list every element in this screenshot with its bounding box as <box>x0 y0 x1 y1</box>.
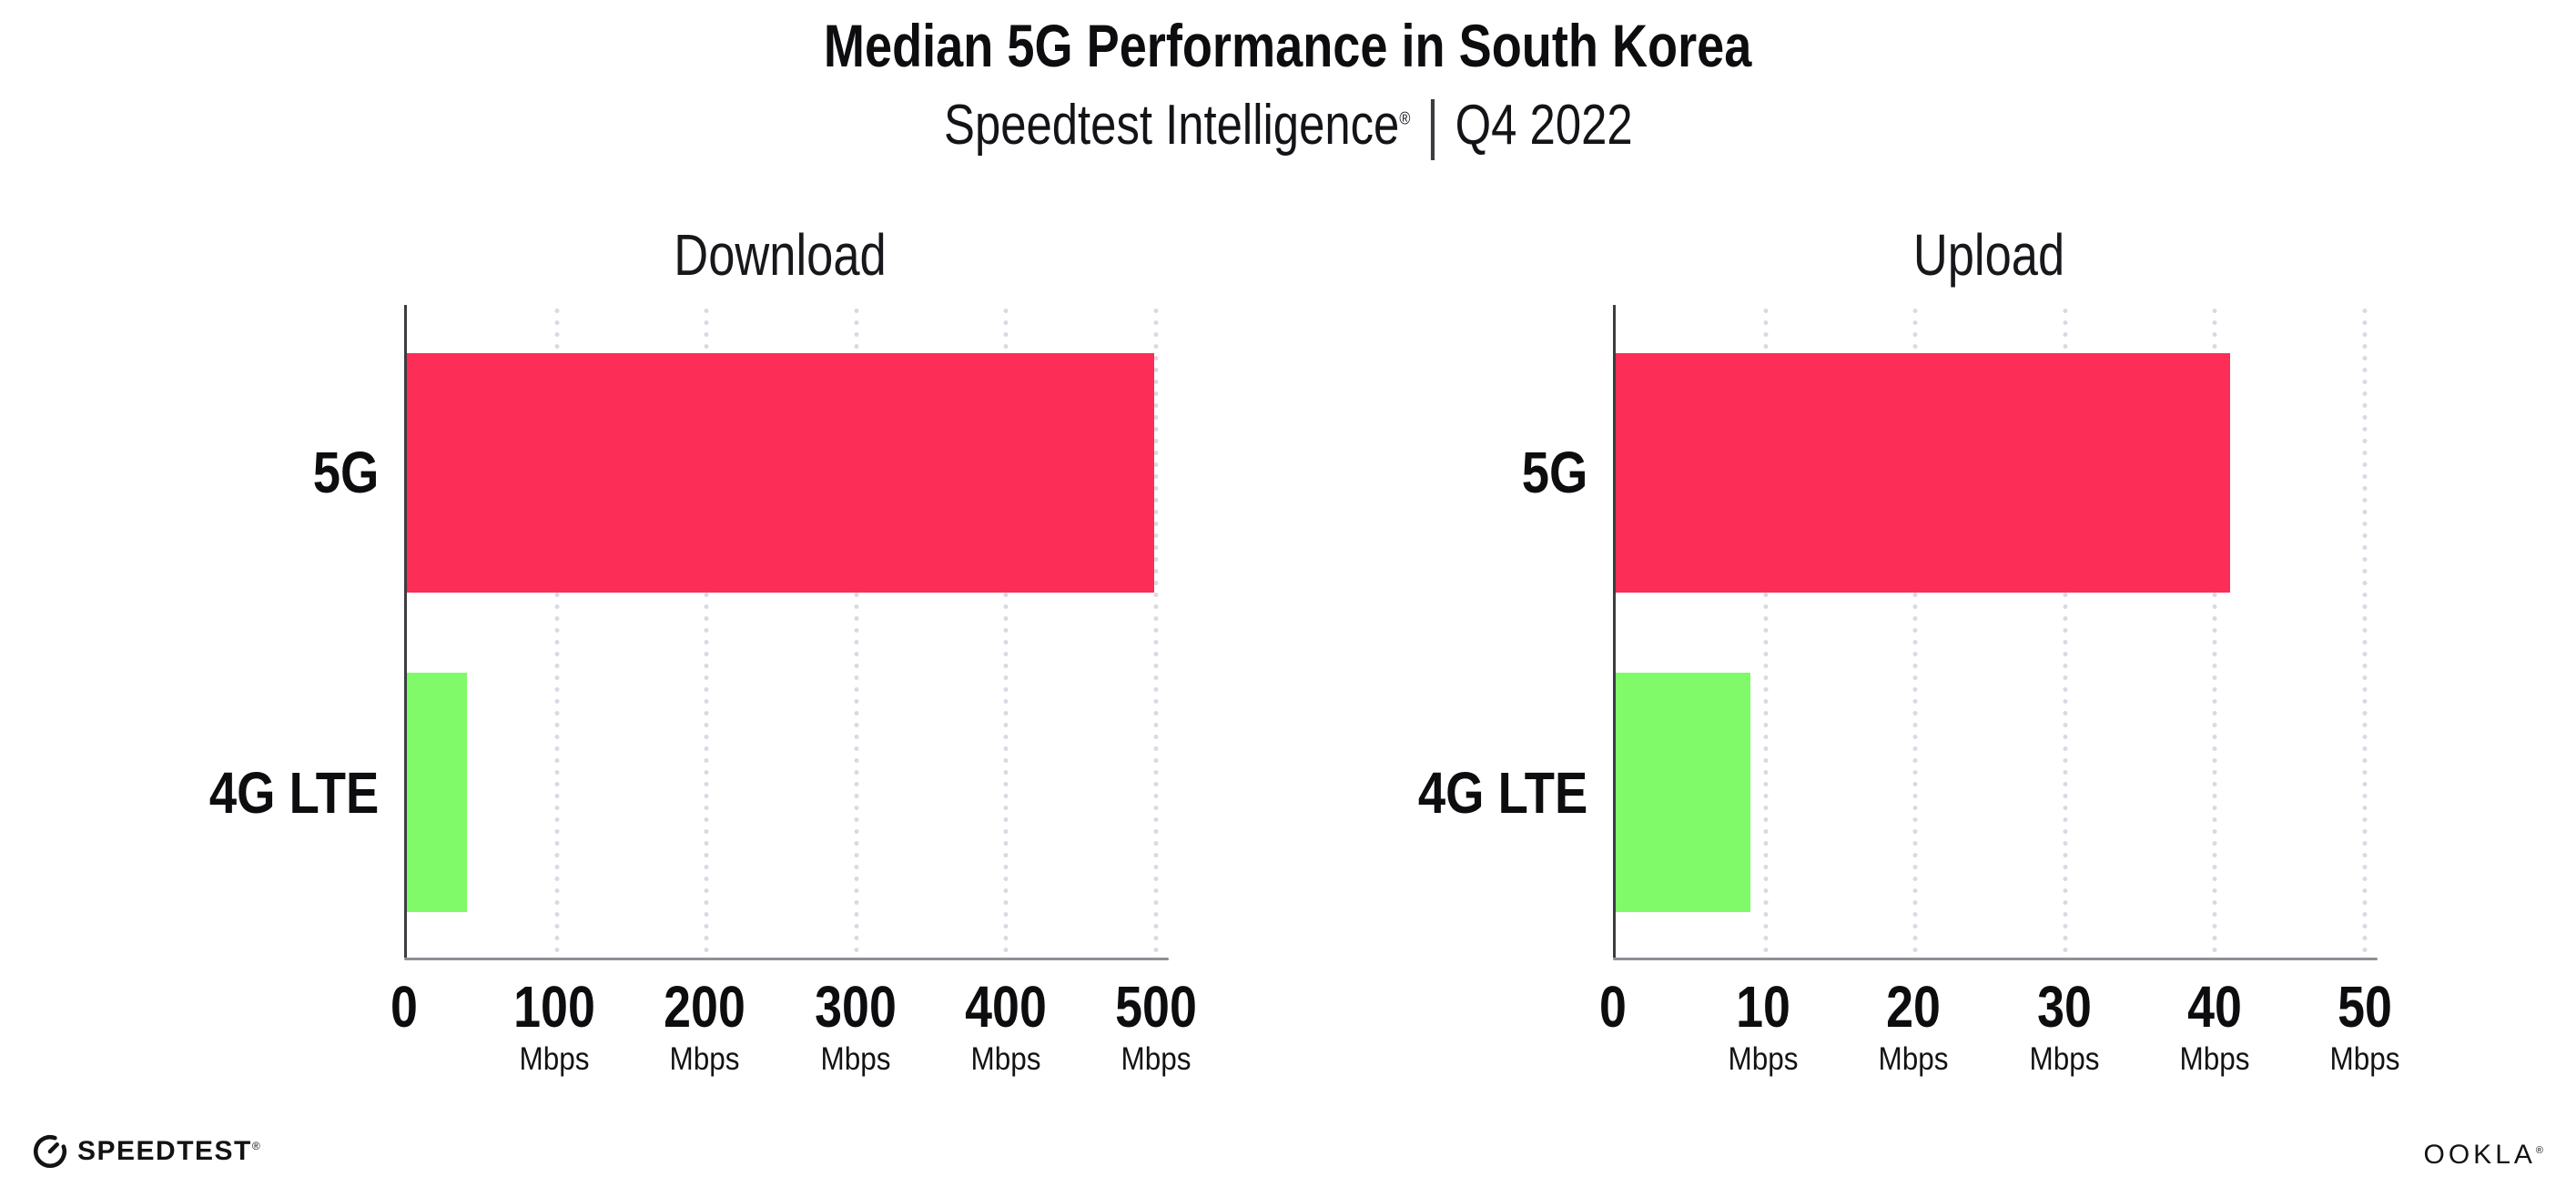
x-tick-0: 0 <box>1597 978 1629 1036</box>
x-tick-unit: Mbps <box>669 1041 740 1077</box>
speedtest-wordmark: SPEEDTEST® <box>77 1136 262 1166</box>
gridline-500 <box>1153 305 1159 958</box>
x-tick-10: 10 Mbps <box>1724 978 1802 1075</box>
ookla-registered-mark: ® <box>2535 1145 2543 1156</box>
x-tick-50: 50 Mbps <box>2326 978 2404 1075</box>
category-label-5g: 5G <box>1521 440 1587 506</box>
category-label-4g-lte: 4G LTE <box>1417 759 1587 826</box>
x-tick-40: 40 Mbps <box>2175 978 2254 1075</box>
x-tick-unit: Mbps <box>519 1041 590 1077</box>
x-tick-value: 40 <box>2186 974 2242 1040</box>
x-tick-value: 50 <box>2338 974 2392 1040</box>
download-plot-area <box>404 305 1169 960</box>
x-tick-value: 20 <box>1886 974 1942 1040</box>
x-tick-400: 400 Mbps <box>957 978 1054 1075</box>
upload-chart-title: Upload <box>1912 222 2065 288</box>
bar-5g-download <box>407 352 1155 593</box>
upload-x-axis-line <box>1613 958 2378 960</box>
bar-4g-lte-upload <box>1616 673 1751 913</box>
category-label-4g-lte: 4G LTE <box>208 759 379 826</box>
download-chart-title: Download <box>674 222 887 288</box>
x-tick-30: 30 Mbps <box>2025 978 2104 1075</box>
download-x-axis-line <box>404 958 1169 960</box>
x-tick-value: 0 <box>1599 974 1627 1040</box>
registered-mark: ® <box>1398 108 1410 129</box>
gridline-40 <box>2212 305 2217 958</box>
category-label-5g: 5G <box>312 440 379 506</box>
x-tick-unit: Mbps <box>820 1041 891 1077</box>
gridline-50 <box>2362 305 2368 958</box>
x-tick-unit: Mbps <box>2179 1041 2250 1077</box>
page-title-text: Median 5G Performance in South Korea <box>824 12 1752 79</box>
gridline-10 <box>1763 305 1769 958</box>
gridline-100 <box>554 305 560 958</box>
gridline-400 <box>1003 305 1009 958</box>
ookla-logo: OOKLA® <box>2424 1140 2543 1171</box>
x-tick-unit: Mbps <box>970 1041 1041 1077</box>
x-tick-0: 0 <box>388 978 421 1036</box>
subtitle-period: Q4 2022 <box>1455 94 1633 157</box>
x-tick-value: 400 <box>964 974 1047 1040</box>
gridline-300 <box>854 305 859 958</box>
x-tick-unit: Mbps <box>2029 1041 2100 1077</box>
download-chart: Download 5G 4G LTE 0 100 Mbps 200 Mbps 300 Mbps… <box>209 222 1197 1075</box>
x-tick-unit: Mbps <box>1728 1041 1799 1077</box>
x-tick-20: 20 Mbps <box>1875 978 1953 1075</box>
upload-plot-area <box>1613 305 2378 960</box>
x-tick-value: 500 <box>1115 974 1197 1040</box>
x-tick-value: 30 <box>2036 974 2092 1040</box>
x-tick-value: 10 <box>1736 974 1791 1040</box>
x-tick-500: 500 Mbps <box>1108 978 1205 1075</box>
upload-chart: Upload 5G 4G LTE 0 10 Mbps 20 Mbps 30 Mbps 40 Mbp… <box>1418 222 2400 1075</box>
x-tick-unit: Mbps <box>1878 1041 1949 1077</box>
bar-4g-lte-download <box>407 673 467 913</box>
x-tick-value: 0 <box>390 974 418 1040</box>
x-tick-100: 100 Mbps <box>506 978 603 1075</box>
x-tick-300: 300 Mbps <box>806 978 904 1075</box>
speedtest-trademark: ® <box>251 1140 262 1152</box>
x-tick-value: 300 <box>814 974 897 1040</box>
x-tick-unit: Mbps <box>1121 1041 1192 1077</box>
subtitle-brand: Speedtest Intelligence <box>943 94 1399 157</box>
page-subtitle: Speedtest Intelligence® | Q4 2022 <box>0 89 2576 161</box>
bar-5g-upload <box>1616 352 2230 593</box>
subtitle-separator: | <box>1426 88 1439 162</box>
x-tick-200: 200 Mbps <box>656 978 754 1075</box>
gridline-30 <box>2063 305 2068 958</box>
x-tick-value: 100 <box>513 974 596 1040</box>
speedtest-gauge-icon <box>31 1132 69 1171</box>
gridline-20 <box>1912 305 1918 958</box>
page-title: Median 5G Performance in South Korea <box>0 11 2576 80</box>
speedtest-logo: SPEEDTEST® <box>31 1132 261 1171</box>
x-tick-value: 200 <box>664 974 746 1040</box>
x-tick-unit: Mbps <box>2329 1041 2400 1077</box>
gridline-200 <box>704 305 709 958</box>
ookla-wordmark: OOKLA <box>2423 1140 2536 1170</box>
